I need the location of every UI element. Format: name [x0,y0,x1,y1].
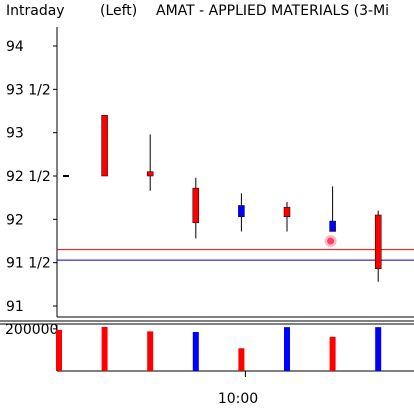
candle-body [374,214,382,269]
price-y-tick-label: 92 1/2 [6,169,51,185]
candle-body [192,187,200,224]
candle-body [238,205,245,217]
volume-pane: 200000 [0,322,414,377]
volume-bar [329,336,336,371]
volume-bar [192,331,199,371]
volume-bar [284,327,290,371]
price-y-tick-label: 94 [6,39,24,55]
candle-body [283,206,291,217]
candle-body [329,220,336,232]
volume-bar [375,327,382,371]
price-y-tick-label: 91 [6,299,24,315]
volume-bar [238,348,245,371]
price-pane: 94 93 1/2 93 92 1/2 92 91 1/2 91 [0,27,414,322]
x-tick-label: 10:00 [218,391,258,407]
candle-body [146,171,154,177]
period-label: Intraday [6,3,65,19]
volume-bar [147,331,154,371]
axis-side-label: (Left) [100,3,137,19]
volume-bar [101,327,108,371]
price-y-tick-label: 93 1/2 [6,82,51,98]
marker-dot [327,237,335,245]
volume-bar [56,329,62,371]
price-y-tick-label: 92 [6,212,24,228]
chart-title: AMAT - APPLIED MATERIALS (3-Mi [156,3,389,19]
price-y-tick-label: 93 [6,126,24,142]
candle-body [101,115,108,177]
volume-y-tick-label: 200000 [5,322,58,338]
price-y-tick-label: 91 1/2 [6,256,51,272]
